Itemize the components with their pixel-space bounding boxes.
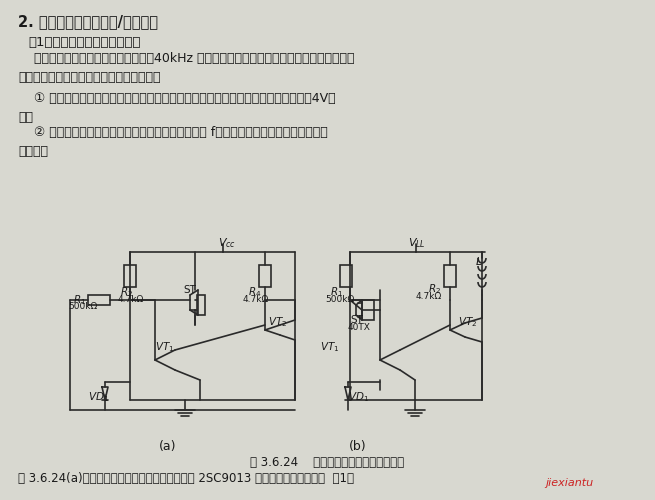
Text: (b): (b) [349, 440, 367, 453]
Text: $R_4$: $R_4$ [248, 285, 261, 299]
Text: $V_{LL}$: $V_{LL}$ [408, 236, 426, 250]
Bar [340, 265, 352, 287]
Text: $R_2$: $R_2$ [120, 285, 133, 299]
Text: 500kΩ: 500kΩ [68, 302, 97, 311]
Text: $L$: $L$ [475, 255, 483, 267]
Text: 4.7kΩ: 4.7kΩ [243, 295, 269, 304]
Text: $V_{cc}$: $V_{cc}$ [218, 236, 236, 250]
Text: $R_1$: $R_1$ [73, 293, 86, 307]
Text: $VD_1$: $VD_1$ [88, 390, 109, 404]
Text: 4.7kΩ: 4.7kΩ [118, 295, 144, 304]
Bar [444, 265, 456, 287]
Text: $VT_2$: $VT_2$ [268, 315, 288, 329]
Text: （1）超声波传感器的发射电路: （1）超声波传感器的发射电路 [28, 36, 141, 49]
Bar [197, 295, 205, 315]
Text: ST: ST [183, 285, 196, 295]
Text: jiexiantu: jiexiantu [545, 478, 593, 488]
Text: $R_1$: $R_1$ [330, 285, 343, 299]
Text: 超声波发射电路包括超声波发射器、40kHz 超音频振荡器、驱动（或激励）电路，有时还包
括编码调制电路，设计时应注意以下两点：: 超声波发射电路包括超声波发射器、40kHz 超音频振荡器、驱动（或激励）电路，有… [18, 52, 354, 84]
Text: 图 3.6.24(a)所示电路，用两只低频小功率三极管 2SC9013 组成的振荡器，接线图  第1张: 图 3.6.24(a)所示电路，用两只低频小功率三极管 2SC9013 组成的振… [18, 472, 354, 485]
Text: ② 激励交流电压的频率必须调整在发射器中心频率 f。上，才能得到高的发射功率和高
的效率。: ② 激励交流电压的频率必须调整在发射器中心频率 f。上，才能得到高的发射功率和高… [18, 126, 328, 158]
Text: (a): (a) [159, 440, 177, 453]
Text: $VT_2$: $VT_2$ [458, 315, 477, 329]
Text: $VT_1$: $VT_1$ [155, 340, 174, 354]
Text: 40TX: 40TX [348, 323, 371, 332]
Bar [362, 300, 374, 320]
Bar [124, 265, 136, 287]
Text: $VT_1$: $VT_1$ [320, 340, 339, 354]
Text: $VD_1$: $VD_1$ [348, 390, 369, 404]
Text: ST: ST [350, 315, 363, 325]
Bar [88, 295, 110, 305]
Text: ① 普通用的超声波发射器所需电流小，只有几毫安到十几毫安，但激励电压要求在4V以
上。: ① 普通用的超声波发射器所需电流小，只有几毫安到十几毫安，但激励电压要求在4V以… [18, 92, 335, 124]
Text: $R_2$: $R_2$ [428, 282, 441, 296]
Text: 图 3.6.24    三极管组成的超声波发射电路: 图 3.6.24 三极管组成的超声波发射电路 [250, 456, 404, 469]
Text: 500kΩ: 500kΩ [325, 295, 354, 304]
Text: 4.7kΩ: 4.7kΩ [416, 292, 442, 301]
Bar [259, 265, 271, 287]
Text: 2. 超声波传感器的发射/接收电路: 2. 超声波传感器的发射/接收电路 [18, 14, 158, 29]
